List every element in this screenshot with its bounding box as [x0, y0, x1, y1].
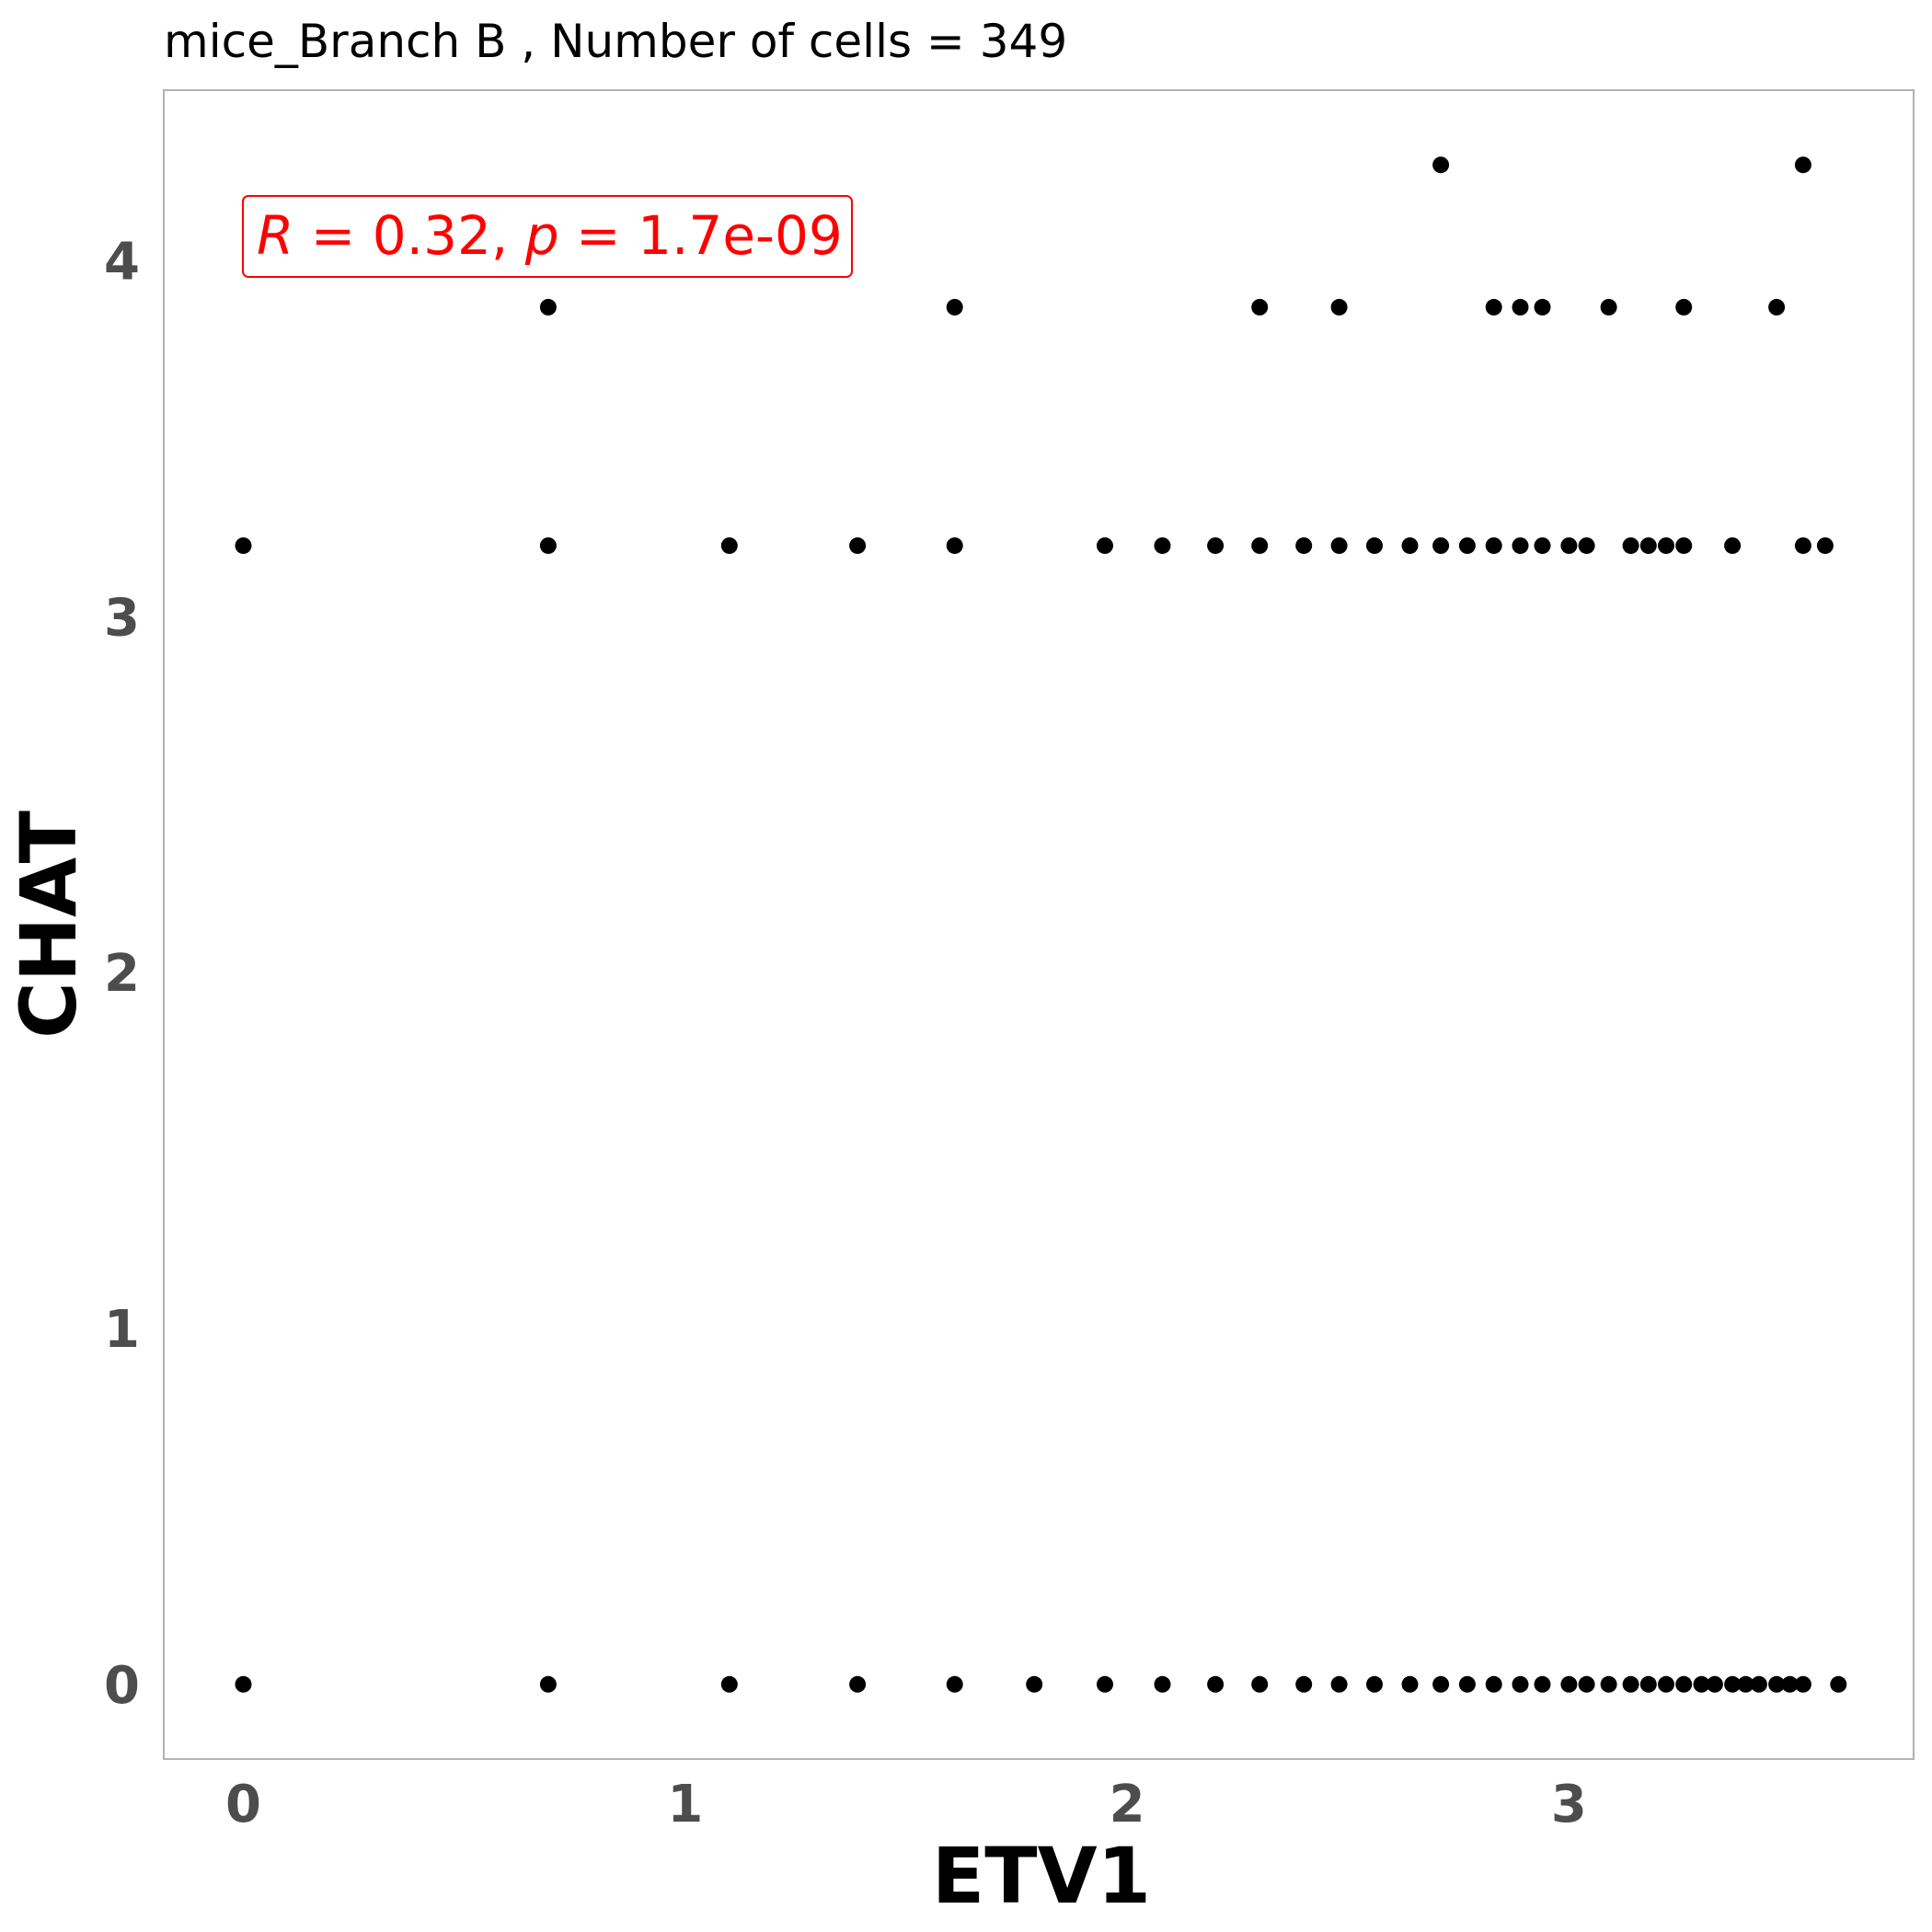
- data-point: [1622, 1675, 1639, 1693]
- p-symbol: p: [524, 204, 559, 267]
- data-point: [1639, 537, 1657, 555]
- data-point: [1534, 537, 1551, 555]
- y-tick-label: 3: [104, 588, 140, 648]
- chart-title: mice_Branch B , Number of cells = 349: [164, 15, 1067, 68]
- data-point: [946, 298, 963, 316]
- data-point: [1432, 1675, 1450, 1693]
- data-point: [1675, 537, 1693, 555]
- data-point: [1737, 1675, 1754, 1693]
- data-point: [1485, 537, 1502, 555]
- data-point: [720, 1675, 738, 1693]
- y-tick-label: 0: [104, 1656, 140, 1716]
- data-point: [1458, 537, 1476, 555]
- data-points: [235, 156, 1847, 1693]
- data-point: [1251, 537, 1269, 555]
- data-point: [1432, 156, 1450, 174]
- data-point: [1675, 298, 1693, 316]
- data-point: [1658, 537, 1674, 555]
- data-point: [1750, 1675, 1767, 1693]
- data-point: [1330, 1675, 1348, 1693]
- x-tick-label: 3: [1551, 1775, 1587, 1834]
- data-point: [1622, 537, 1639, 555]
- data-point: [1639, 1675, 1657, 1693]
- data-point: [1600, 1675, 1617, 1693]
- data-point: [1207, 1675, 1225, 1693]
- data-point: [1658, 1675, 1674, 1693]
- data-point: [1794, 537, 1811, 555]
- r-symbol: R: [257, 204, 293, 267]
- correlation-annotation-text: R = 0.32, p = 1.7e-09: [257, 204, 843, 267]
- data-point: [1724, 1675, 1742, 1693]
- data-point: [539, 537, 557, 555]
- x-tick-label: 0: [225, 1775, 261, 1834]
- data-point: [1295, 537, 1313, 555]
- data-point: [1693, 1675, 1710, 1693]
- data-point: [1401, 537, 1419, 555]
- correlation-annotation-box: [242, 195, 853, 278]
- r-value-text: = 0.32,: [293, 204, 524, 267]
- data-point: [539, 1675, 557, 1693]
- data-point: [1512, 1675, 1529, 1693]
- p-value-text: = 1.7e-09: [559, 204, 843, 267]
- data-point: [1330, 537, 1348, 555]
- data-point: [1366, 1675, 1383, 1693]
- data-point: [1485, 298, 1502, 316]
- data-point: [1706, 1675, 1723, 1693]
- x-axis-title: ETV1: [932, 1831, 1151, 1921]
- data-point: [1458, 1675, 1476, 1693]
- data-point: [1724, 537, 1742, 555]
- plot-frame: [163, 89, 1915, 1760]
- data-point: [849, 537, 867, 555]
- data-point: [1485, 1675, 1502, 1693]
- data-point: [1401, 1675, 1419, 1693]
- correlation-annotation: R = 0.32, p = 1.7e-09: [242, 195, 853, 278]
- data-point: [1781, 1675, 1799, 1693]
- data-point: [1794, 1675, 1811, 1693]
- data-point: [946, 537, 963, 555]
- data-point: [1512, 537, 1529, 555]
- data-point: [1560, 537, 1578, 555]
- data-point: [1330, 298, 1348, 316]
- data-point: [1251, 298, 1269, 316]
- data-point: [849, 1675, 867, 1693]
- data-point: [1366, 537, 1383, 555]
- data-point: [235, 1675, 252, 1693]
- data-point: [1578, 537, 1595, 555]
- data-point: [1295, 1675, 1313, 1693]
- data-point: [720, 537, 738, 555]
- data-point: [1600, 298, 1617, 316]
- data-point: [1560, 1675, 1578, 1693]
- data-point: [1675, 1675, 1693, 1693]
- y-axis-title: CHAT: [4, 811, 94, 1039]
- data-point: [1830, 1675, 1847, 1693]
- y-tick-label: 1: [104, 1300, 140, 1360]
- data-point: [1207, 537, 1225, 555]
- data-point: [1534, 298, 1551, 316]
- data-point: [1154, 1675, 1171, 1693]
- data-point: [1534, 1675, 1551, 1693]
- data-point: [1768, 1675, 1786, 1693]
- y-axis-ticks: 0 1 2 3 4: [104, 233, 140, 1716]
- data-point: [1794, 156, 1811, 174]
- x-axis-ticks: 0 1 2 3: [225, 1775, 1587, 1834]
- data-point: [1097, 537, 1113, 555]
- data-point: [946, 1675, 963, 1693]
- y-tick-label: 4: [104, 233, 140, 293]
- x-tick-label: 2: [1110, 1775, 1145, 1834]
- data-point: [1097, 1675, 1113, 1693]
- y-tick-label: 2: [104, 944, 140, 1004]
- data-point: [1026, 1675, 1043, 1693]
- x-tick-label: 1: [667, 1775, 703, 1834]
- data-point: [1578, 1675, 1595, 1693]
- data-point: [1251, 1675, 1269, 1693]
- data-point: [1768, 298, 1786, 316]
- data-point: [1512, 298, 1529, 316]
- data-point: [1816, 537, 1834, 555]
- data-point: [1154, 537, 1171, 555]
- data-point: [235, 537, 252, 555]
- data-point: [1432, 537, 1450, 555]
- data-point: [539, 298, 557, 316]
